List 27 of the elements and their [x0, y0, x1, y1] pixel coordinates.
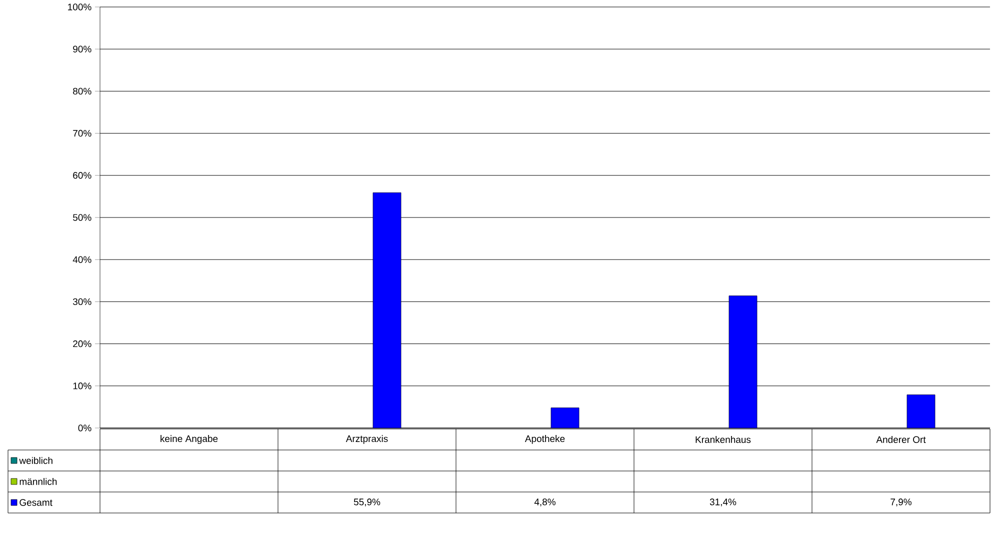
y-tick-label: 80% [73, 88, 92, 95]
y-tick-label: 30% [72, 298, 92, 306]
bar [906, 394, 936, 428]
x-tick-label: Anderer Ort [876, 436, 926, 443]
data-label: 31,4% [710, 498, 736, 506]
y-tick-label: 70% [73, 130, 92, 137]
data-label: 55,9% [354, 498, 380, 506]
bar [550, 408, 580, 428]
x-tick-label: Arztpraxis [346, 435, 388, 444]
data-label: 4,8% [534, 498, 556, 506]
data-label: 7,9% [890, 498, 912, 506]
y-tick-label: 40% [72, 256, 92, 263]
bar [372, 192, 402, 428]
legend-label: weiblich [19, 456, 52, 464]
y-tick-label: 100% [68, 4, 92, 10]
x-tick-label: Krankenhaus [696, 436, 751, 443]
y-tick-label: 60% [73, 172, 92, 179]
x-tick-label: keine Angabe [160, 435, 218, 444]
y-tick-label: 90% [73, 46, 92, 52]
bar [728, 296, 758, 428]
y-tick-label: 10% [73, 382, 92, 390]
legend-label: männlich [20, 478, 57, 485]
legend-label: Gesamt [20, 499, 52, 506]
y-tick-label: 0% [78, 424, 92, 432]
y-tick-label: 50% [73, 214, 92, 221]
x-tick-label: Apotheke [524, 435, 565, 444]
y-tick-label: 20% [73, 340, 92, 348]
